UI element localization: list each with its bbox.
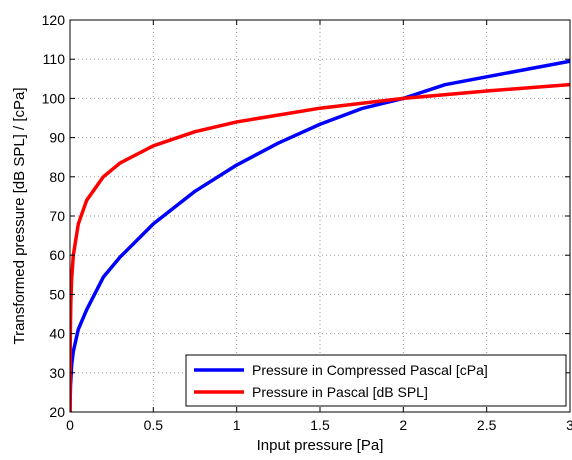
axis-ticks: [69, 19, 571, 413]
y-tick-label: 100: [42, 90, 66, 106]
x-tick-label: 0.5: [144, 417, 164, 433]
legend: Pressure in Compressed Pascal [cPa] Press…: [185, 354, 567, 407]
x-axis-title: Input pressure [Pa]: [257, 437, 384, 454]
y-axis-title: Transformed pressure [dB SPL] / [cPa]: [11, 87, 28, 344]
y-tick-label: 90: [49, 130, 65, 146]
legend-label-2: Pressure in Pascal [dB SPL]: [252, 384, 428, 400]
y-tick-label: 60: [49, 247, 65, 263]
x-tick-label: 2: [399, 417, 407, 433]
y-tick-label: 20: [49, 404, 65, 420]
x-tick-label: 1: [233, 417, 241, 433]
y-tick-label: 80: [49, 169, 65, 185]
legend-box: [185, 354, 567, 407]
legend-label-1: Pressure in Compressed Pascal [cPa]: [252, 362, 488, 378]
series-line-1: [70, 59, 570, 412]
y-tick-label: 30: [49, 365, 65, 381]
x-tick-label: 0: [66, 417, 74, 433]
x-tick-label: 1.5: [310, 417, 330, 433]
y-tick-label: 120: [42, 12, 66, 28]
grid: [70, 20, 570, 412]
y-tick-label: 110: [43, 51, 66, 67]
y-tick-label: 40: [49, 326, 65, 342]
y-tick-label: 70: [49, 208, 65, 224]
x-tick-labels: 0 0.5 1 1.5 2 2.5 3: [66, 417, 572, 433]
y-tick-labels: 20 30 40 50 60 70 80 90 100 110 120: [42, 12, 66, 420]
x-tick-label: 3: [566, 417, 572, 433]
x-tick-label: 2.5: [477, 417, 497, 433]
y-tick-label: 50: [49, 286, 65, 302]
